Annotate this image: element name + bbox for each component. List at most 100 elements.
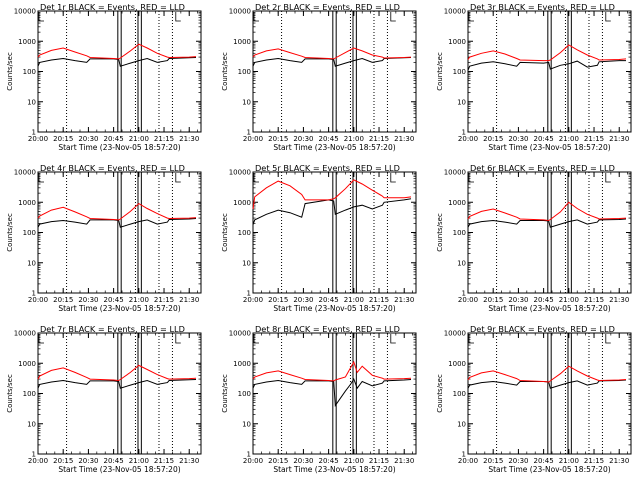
- x-tick-label: 21:30: [609, 135, 629, 143]
- y-tick-label: 10000: [14, 330, 36, 338]
- x-tick-label: 20:00: [28, 457, 48, 465]
- x-tick-label: 20:00: [243, 296, 263, 304]
- y-tick-label: 1: [32, 290, 36, 298]
- y-tick-label: 10000: [14, 169, 36, 177]
- lld-series-line: [37, 364, 197, 382]
- x-tick-label: 20:15: [53, 135, 73, 143]
- x-tick-label: 21:15: [584, 457, 604, 465]
- x-axis-label: Start Time (23-Nov-05 18:57:20): [58, 304, 180, 313]
- panel-title: Det 8r BLACK = Events, RED = LLD: [255, 324, 400, 334]
- x-tick-label: 21:30: [179, 457, 199, 465]
- x-tick-label: 20:45: [534, 135, 554, 143]
- corner-marker: [468, 173, 474, 183]
- detector-panel-7: Det 7r BLACK = Events, RED = LLD 1 10 100 10…: [6, 324, 202, 474]
- plot-frame: [467, 171, 632, 294]
- y-axis-label: Counts/sec: [221, 374, 229, 413]
- x-tick-label: 20:15: [483, 457, 503, 465]
- x-tick-label: 21:15: [154, 457, 174, 465]
- x-tick-label: 21:30: [394, 135, 414, 143]
- x-tick-label: 20:45: [319, 135, 339, 143]
- plot-frame: [37, 332, 202, 455]
- corner-marker: [253, 12, 259, 22]
- detector-panel-9: Det 9r BLACK = Events, RED = LLD 1 10 100 10…: [436, 324, 632, 474]
- y-tick-label: 100: [23, 68, 36, 76]
- panel-title: Det 7r BLACK = Events, RED = LLD: [40, 324, 185, 334]
- x-tick-label: 20:45: [534, 457, 554, 465]
- events-series-line: [252, 57, 412, 67]
- y-tick-label: 1: [462, 451, 466, 459]
- x-tick-label: 20:45: [534, 296, 554, 304]
- y-tick-label: 10: [242, 420, 251, 428]
- y-tick-label: 100: [23, 390, 36, 398]
- y-axis-label: Counts/sec: [221, 213, 229, 252]
- panel-title: Det 9r BLACK = Events, RED = LLD: [470, 324, 615, 334]
- y-tick-label: 10: [242, 98, 251, 106]
- x-tick-label: 20:30: [508, 296, 528, 304]
- panel-title: Det 3r BLACK = Events, RED = LLD: [470, 2, 615, 12]
- x-tick-label: 21:15: [584, 135, 604, 143]
- y-tick-label: 1000: [448, 199, 466, 207]
- plot-frame: [252, 171, 417, 294]
- y-tick-label: 10: [457, 259, 466, 267]
- y-tick-label: 1: [247, 290, 251, 298]
- x-tick-label: 20:30: [78, 135, 98, 143]
- x-tick-label: 21:00: [559, 135, 579, 143]
- lld-series-line: [252, 47, 412, 60]
- y-tick-label: 1000: [448, 38, 466, 46]
- events-series-line: [252, 198, 412, 225]
- x-tick-label: 20:00: [243, 135, 263, 143]
- y-tick-label: 10000: [444, 330, 466, 338]
- lld-series-line: [467, 365, 627, 383]
- x-tick-label: 20:30: [293, 296, 313, 304]
- x-tick-label: 20:45: [319, 296, 339, 304]
- lld-series-line: [467, 44, 627, 62]
- plot-frame: [37, 10, 202, 133]
- x-tick-label: 21:00: [559, 296, 579, 304]
- x-tick-label: 21:00: [129, 457, 149, 465]
- corner-marker: [605, 173, 611, 183]
- x-tick-label: 20:45: [104, 457, 124, 465]
- y-tick-label: 10000: [444, 169, 466, 177]
- y-tick-label: 10000: [229, 8, 251, 16]
- y-tick-label: 1000: [233, 199, 251, 207]
- detector-panel-2: Det 2r BLACK = Events, RED = LLD 1 10 100 10…: [221, 2, 417, 152]
- x-tick-label: 20:15: [268, 135, 288, 143]
- x-tick-label: 20:45: [104, 296, 124, 304]
- y-axis-label: Counts/sec: [221, 52, 229, 91]
- x-tick-label: 20:15: [53, 296, 73, 304]
- y-axis-label: Counts/sec: [436, 374, 444, 413]
- y-tick-label: 10000: [229, 330, 251, 338]
- detector-panel-4: Det 4r BLACK = Events, RED = LLD 1 10 100 10…: [6, 163, 202, 313]
- x-tick-label: 20:30: [78, 457, 98, 465]
- events-series-line: [467, 60, 626, 71]
- x-tick-label: 20:15: [268, 296, 288, 304]
- corner-marker: [390, 173, 396, 183]
- y-tick-label: 10: [242, 259, 251, 267]
- y-tick-label: 1000: [448, 360, 466, 368]
- x-axis-label: Start Time (23-Nov-05 18:57:20): [58, 143, 180, 152]
- y-tick-label: 100: [238, 68, 251, 76]
- y-tick-label: 10: [27, 420, 36, 428]
- x-tick-label: 20:45: [104, 135, 124, 143]
- corner-marker: [390, 334, 396, 344]
- y-axis-label: Counts/sec: [6, 52, 14, 91]
- y-tick-label: 1: [32, 129, 36, 137]
- corner-marker: [390, 12, 396, 22]
- x-tick-label: 20:00: [458, 296, 478, 304]
- events-series-line: [252, 377, 412, 407]
- corner-marker: [175, 334, 181, 344]
- plot-frame: [252, 10, 417, 133]
- x-axis-label: Start Time (23-Nov-05 18:57:20): [273, 304, 395, 313]
- x-tick-label: 20:00: [28, 135, 48, 143]
- x-tick-label: 20:45: [319, 457, 339, 465]
- y-tick-label: 10000: [14, 8, 36, 16]
- plot-frame: [467, 332, 632, 455]
- x-tick-label: 20:15: [483, 296, 503, 304]
- corner-marker: [468, 334, 474, 344]
- x-tick-label: 21:30: [179, 296, 199, 304]
- events-series-line: [467, 379, 627, 389]
- y-tick-label: 100: [238, 229, 251, 237]
- y-tick-label: 1000: [233, 38, 251, 46]
